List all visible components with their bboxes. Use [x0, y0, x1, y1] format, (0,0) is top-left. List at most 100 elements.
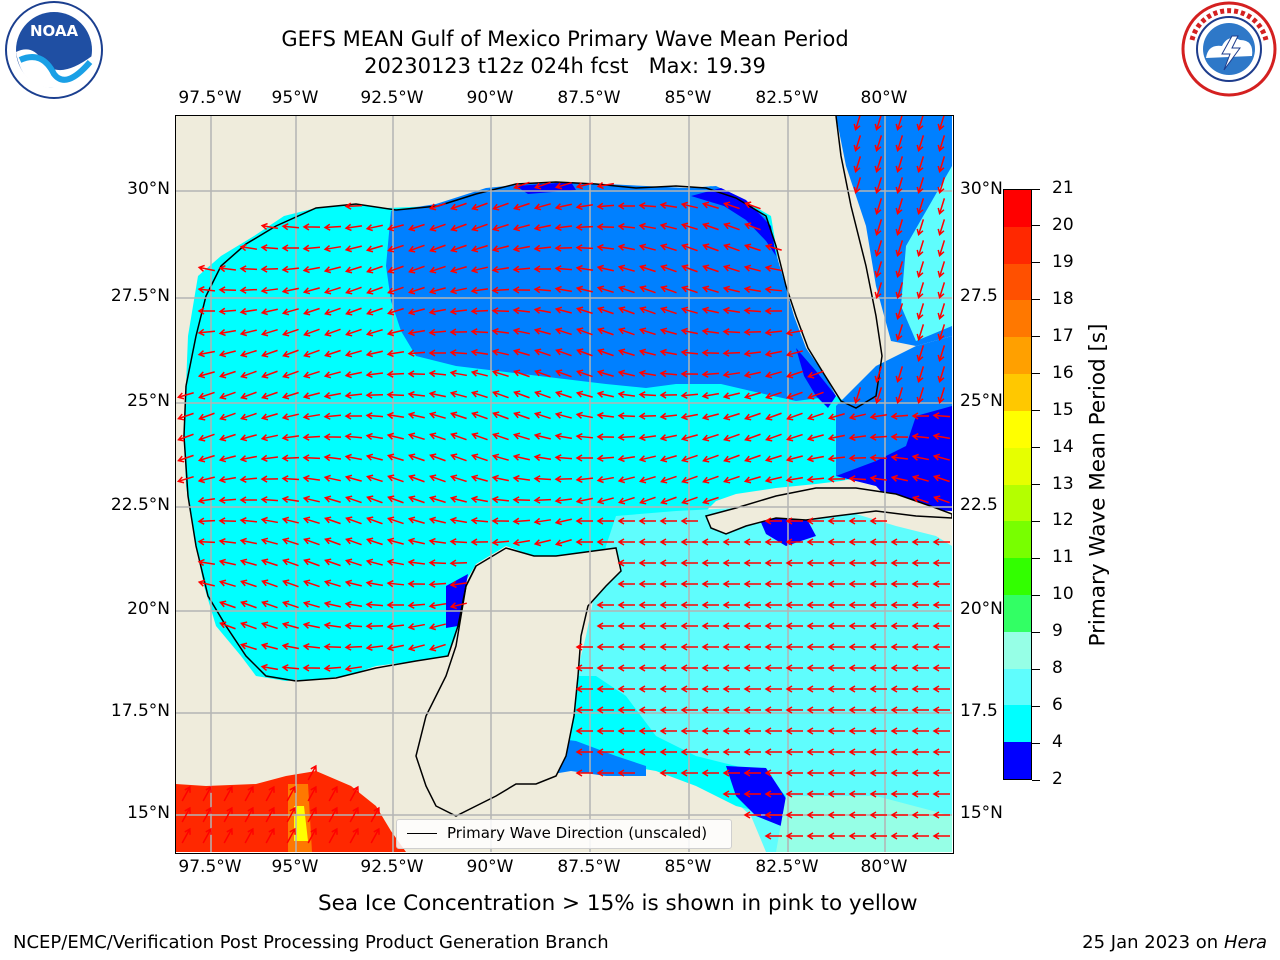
wave-direction-arrow [260, 454, 279, 463]
wave-direction-arrow [281, 413, 299, 421]
wave-direction-arrow [261, 349, 278, 358]
wave-direction-arrow [328, 806, 338, 823]
wave-direction-arrow [365, 350, 383, 358]
wave-direction-arrow [282, 579, 299, 588]
wave-direction-arrow [916, 303, 925, 321]
wave-direction-arrow [680, 434, 698, 442]
wave-direction-arrow [596, 727, 614, 735]
lon-tick-top: 82.5°W [755, 88, 819, 108]
wave-direction-arrow [743, 328, 762, 336]
wave-direction-arrow [932, 685, 950, 693]
wave-direction-arrow [806, 748, 824, 756]
gulf-water-deep-florida [796, 348, 836, 408]
wave-direction-arrow [806, 832, 824, 840]
wave-direction-arrow [743, 811, 761, 819]
wave-direction-arrow [513, 390, 530, 399]
wave-direction-arrow [428, 370, 447, 378]
wave-direction-arrow [638, 412, 657, 420]
wave-direction-arrow [218, 328, 237, 337]
wave-direction-arrow [638, 202, 657, 210]
wave-direction-arrow [470, 369, 488, 377]
wave-direction-arrow [806, 811, 824, 819]
wave-direction-arrow [764, 748, 782, 756]
wave-direction-arrow [512, 265, 531, 273]
wave-direction-arrow [702, 433, 719, 442]
wave-direction-arrow [324, 307, 341, 316]
wave-direction-arrow [890, 601, 908, 609]
wave-direction-arrow [281, 287, 299, 295]
wave-direction-arrow [387, 495, 404, 504]
wave-direction-arrow [937, 177, 946, 195]
wave-direction-arrow [743, 622, 761, 630]
wave-direction-arrow [659, 201, 678, 210]
wave-direction-arrow [575, 454, 594, 462]
wave-direction-arrow [764, 454, 782, 463]
wave-direction-arrow [344, 643, 363, 651]
wave-direction-arrow [282, 600, 299, 609]
wave-direction-arrow [324, 558, 341, 567]
wave-direction-arrow [660, 306, 677, 315]
wave-direction-arrow [743, 264, 761, 272]
wave-direction-arrow [786, 391, 803, 400]
wave-direction-arrow [701, 769, 719, 777]
wave-direction-arrow [785, 329, 804, 337]
lon-tick-bottom: 90°W [466, 857, 514, 877]
colorbar-tick-label: 14 [1052, 436, 1074, 457]
wave-direction-arrow [744, 201, 761, 210]
wave-direction-arrow [874, 261, 883, 279]
wave-direction-arrow [638, 601, 656, 609]
wave-direction-arrow [345, 537, 362, 546]
wave-direction-arrow [722, 412, 740, 421]
wave-direction-arrow [302, 664, 321, 672]
colorbar-tick-label: 9 [1052, 621, 1063, 642]
wave-direction-arrow [617, 412, 636, 420]
wave-direction-arrow [701, 748, 719, 756]
wave-direction-arrow [680, 727, 698, 735]
colorbar-tick-label: 4 [1052, 732, 1063, 753]
wave-direction-arrow [302, 474, 321, 483]
wave-direction-arrow [785, 811, 803, 819]
wave-direction-arrow [869, 727, 887, 735]
wave-direction-arrow [303, 307, 320, 316]
wave-direction-arrow [764, 286, 783, 294]
wave-direction-arrow [723, 222, 740, 231]
colorbar-segment [1004, 337, 1031, 375]
wave-direction-arrow [244, 785, 254, 802]
wave-direction-arrow [554, 265, 573, 273]
wave-direction-arrow [890, 706, 908, 714]
wave-direction-arrow [512, 538, 531, 547]
wave-direction-arrow [261, 579, 278, 588]
wave-direction-arrow [533, 432, 551, 440]
colorbar-tick-mark [1032, 373, 1040, 375]
wave-direction-arrow [533, 306, 551, 314]
wave-direction-arrow [512, 327, 530, 335]
wave-direction-arrow [492, 202, 509, 211]
wave-direction-arrow [848, 685, 866, 693]
wave-direction-arrow [513, 369, 530, 378]
wave-direction-arrow [659, 727, 677, 735]
wave-direction-arrow [874, 366, 883, 384]
wave-direction-arrow [428, 643, 446, 652]
wave-direction-arrow [869, 622, 887, 630]
wave-direction-arrow [198, 433, 215, 442]
wave-direction-arrow [407, 349, 426, 357]
wave-direction-arrow [680, 222, 698, 231]
wave-direction-arrow [680, 748, 698, 756]
wave-direction-arrow [617, 433, 636, 441]
wave-direction-arrow [492, 432, 509, 441]
wave-direction-arrow [534, 369, 551, 378]
wave-direction-arrow [932, 790, 950, 798]
wave-direction-arrow [218, 517, 237, 525]
wave-direction-arrow [596, 538, 614, 546]
lat-tick-right: 30°N [960, 179, 1003, 199]
wave-direction-arrow [239, 455, 257, 463]
lon-tick-top: 85°W [664, 88, 712, 108]
wave-direction-arrow [575, 664, 593, 672]
lon-tick-top: 95°W [271, 88, 319, 108]
wave-direction-arrow [806, 559, 824, 567]
wave-direction-arrow [555, 327, 572, 336]
wave-direction-arrow [639, 496, 656, 505]
wave-direction-arrow [937, 198, 946, 216]
wave-direction-arrow [555, 369, 572, 378]
wave-direction-arrow [680, 580, 698, 588]
